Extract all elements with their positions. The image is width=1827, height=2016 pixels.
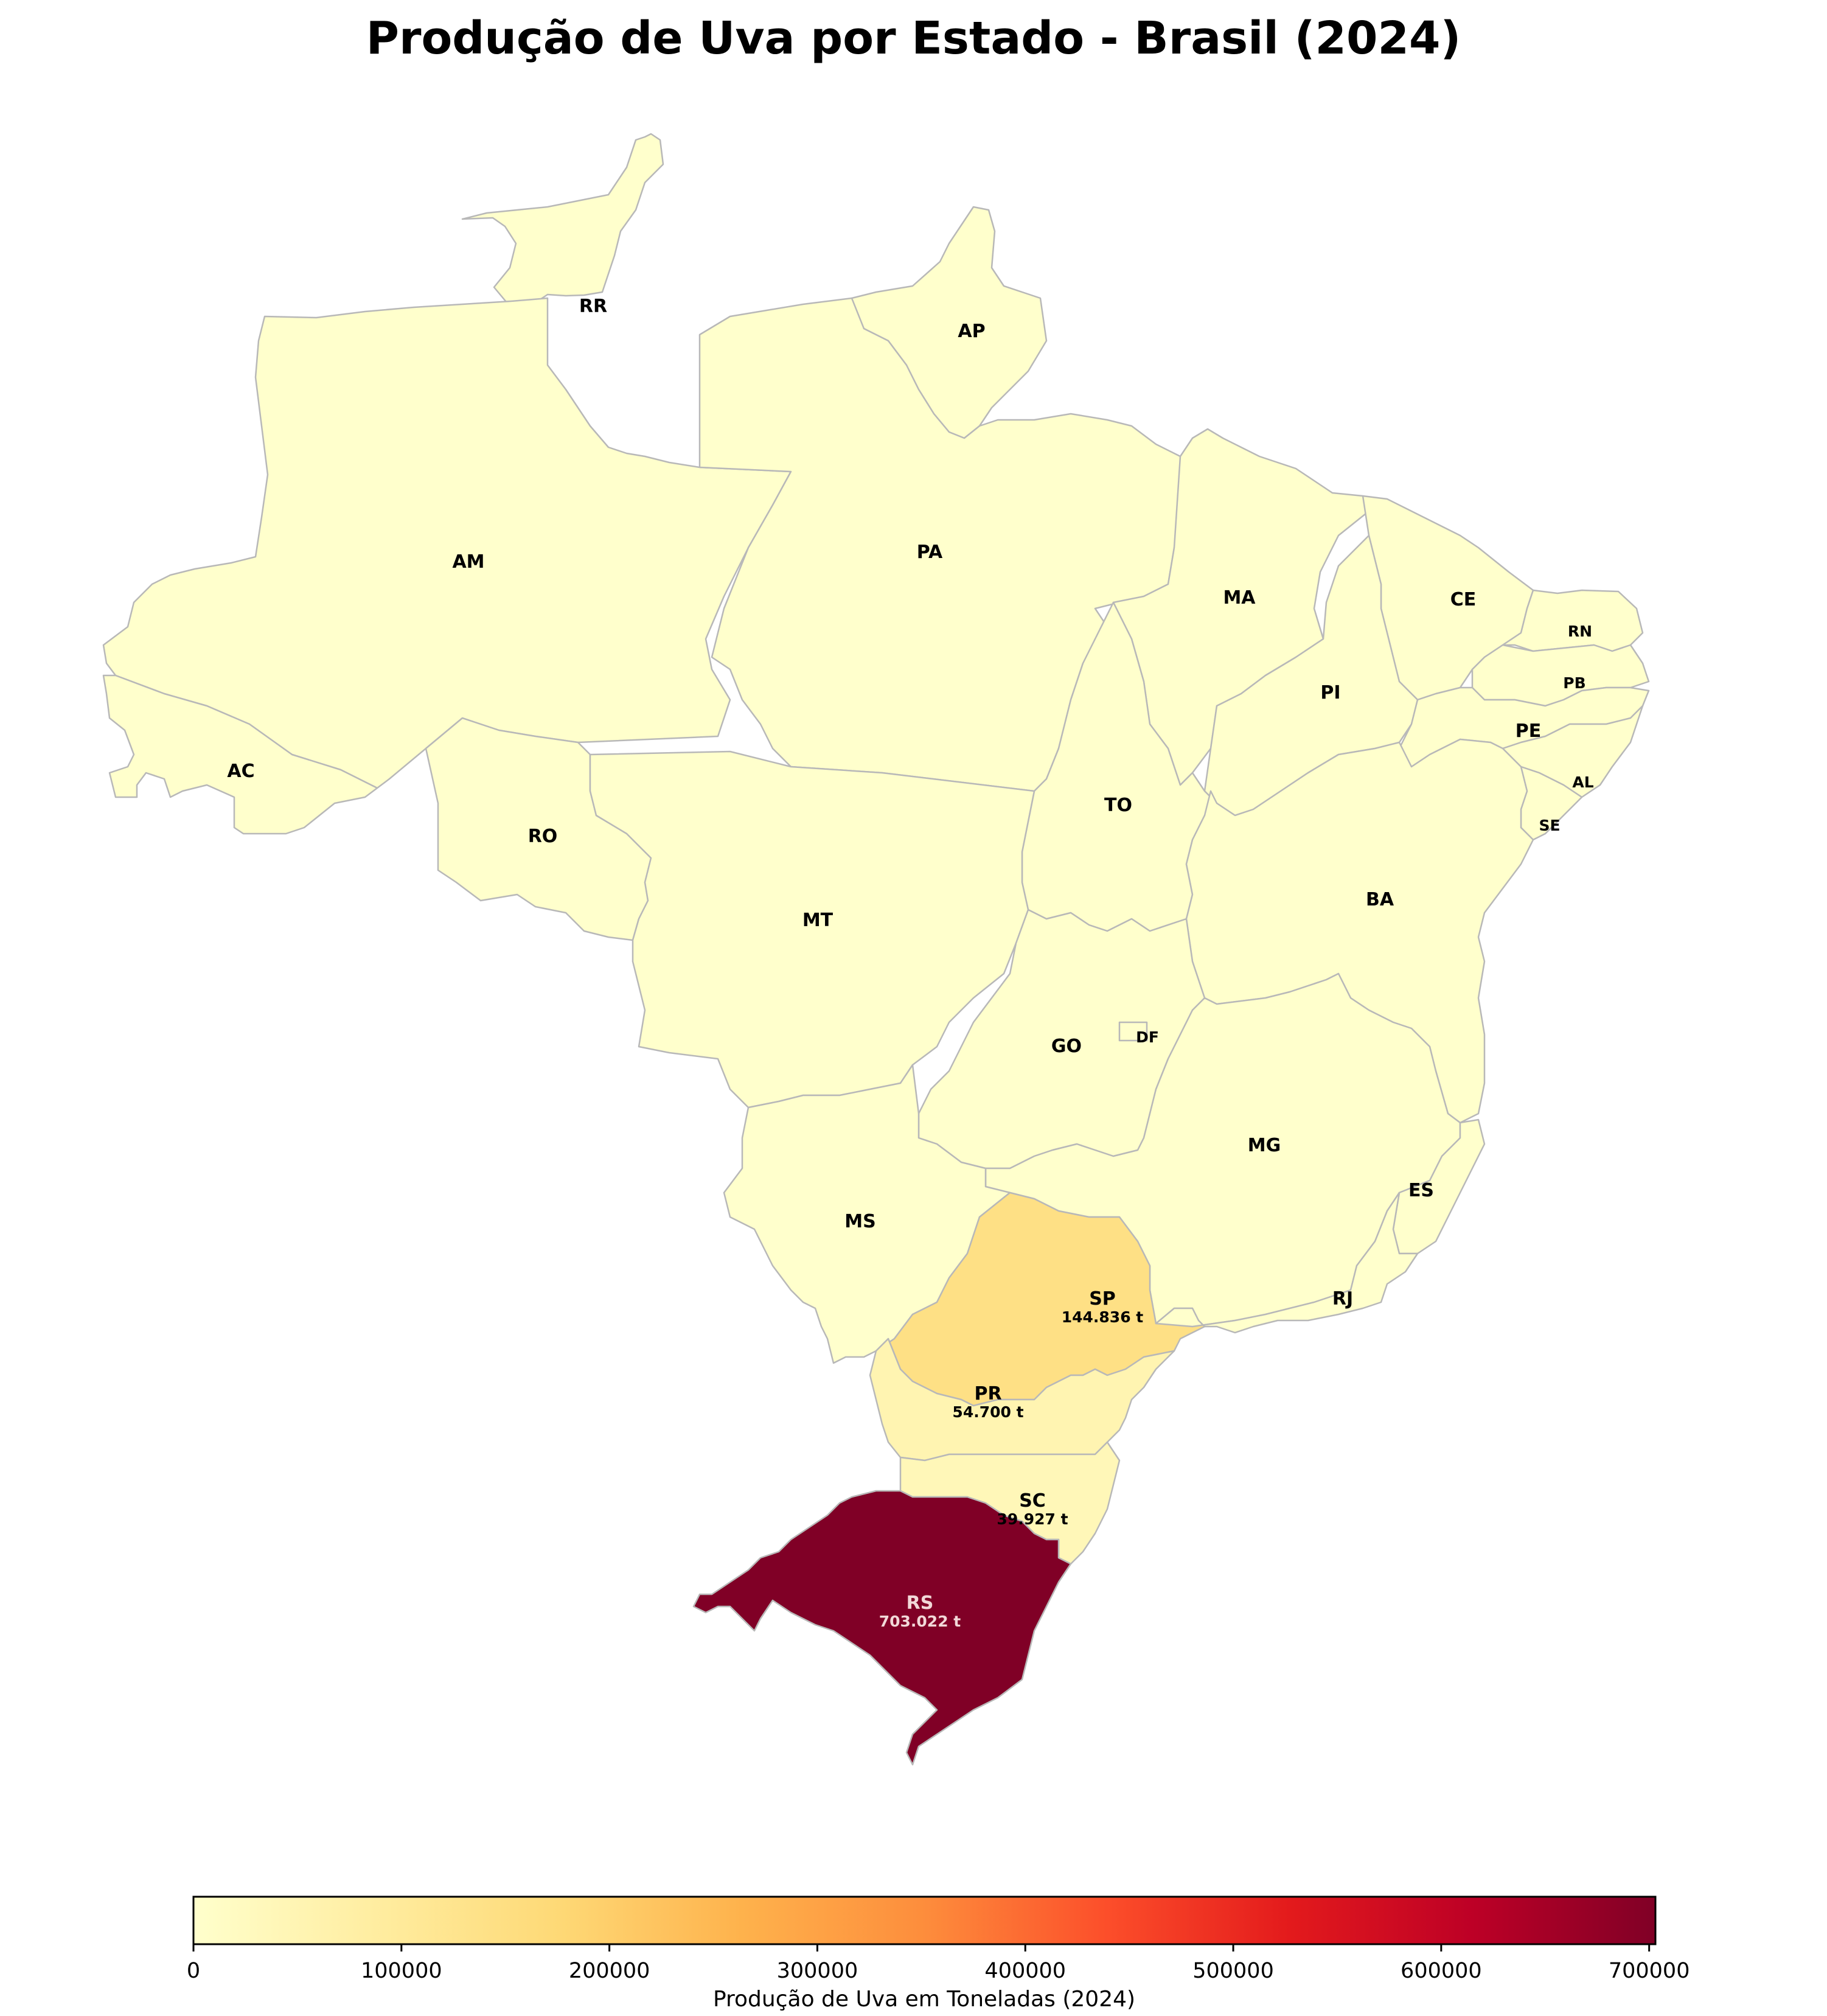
- colorbar-tick-label: 700000: [1609, 1959, 1690, 1983]
- colorbar-label: Produção de Uva em Toneladas (2024): [713, 1987, 1135, 2012]
- state-value-PR: 54.700 t: [952, 1403, 1023, 1421]
- state-label-MA: MA: [1223, 587, 1256, 609]
- map-title: Produção de Uva por Estado - Brasil (202…: [366, 12, 1461, 65]
- states-layer: [102, 133, 1650, 1766]
- state-label-DF: DF: [1136, 1028, 1159, 1046]
- labels-layer: RR AP AM PA MA CE RN PB PI PE AC AL SE RO TO BA MT GO DF MG…: [227, 296, 1593, 1630]
- state-label-TO: TO: [1104, 795, 1132, 816]
- colorbar-tick-label: 500000: [1192, 1959, 1274, 1983]
- colorbar-tick-label: 600000: [1401, 1959, 1482, 1983]
- state-label-ES: ES: [1408, 1180, 1434, 1201]
- state-label-RN: RN: [1568, 623, 1592, 640]
- state-label-SE: SE: [1539, 817, 1560, 834]
- state-label-PB: PB: [1563, 674, 1585, 692]
- colorbar-gradient: [192, 1896, 1657, 1945]
- state-label-AC: AC: [227, 761, 254, 782]
- state-label-CE: CE: [1450, 589, 1477, 610]
- state-value-RS: 703.022 t: [879, 1613, 961, 1630]
- colorbar-tick-label: 200000: [569, 1959, 650, 1983]
- state-RR: [461, 133, 664, 303]
- state-label-RO: RO: [528, 826, 558, 847]
- state-RJ: [1155, 1191, 1419, 1334]
- state-label-PR: PR: [974, 1383, 1001, 1404]
- state-label-SP: SP: [1089, 1288, 1116, 1310]
- state-label-AP: AP: [958, 321, 985, 342]
- state-label-MT: MT: [802, 910, 833, 931]
- state-label-MG: MG: [1248, 1135, 1281, 1156]
- state-label-RR: RR: [579, 296, 607, 317]
- state-label-RJ: RJ: [1332, 1288, 1353, 1310]
- state-label-PA: PA: [917, 542, 943, 563]
- state-RS: [692, 1490, 1072, 1766]
- state-value-SC: 39.927 t: [997, 1510, 1068, 1528]
- state-value-SP: 144.836 t: [1062, 1308, 1144, 1326]
- colorbar-tick-label: 0: [187, 1959, 200, 1983]
- state-label-AM: AM: [452, 551, 484, 573]
- colorbar: 0 100000 200000 300000 400000 500000 600000 700…: [187, 1896, 1690, 2012]
- state-label-MS: MS: [844, 1211, 875, 1232]
- colorbar-tick-label: 400000: [984, 1959, 1066, 1983]
- colorbar-ticks: 0 100000 200000 300000 400000 500000 600000 700…: [187, 1944, 1690, 1983]
- state-AC: [102, 674, 378, 835]
- colorbar-tick-label: 300000: [777, 1959, 858, 1983]
- colorbar-tick-label: 100000: [361, 1959, 442, 1983]
- state-label-SC: SC: [1019, 1490, 1046, 1512]
- state-label-AL: AL: [1572, 773, 1593, 791]
- state-label-PE: PE: [1516, 720, 1541, 742]
- state-label-BA: BA: [1366, 889, 1394, 910]
- state-DF: [1118, 1021, 1148, 1042]
- state-label-RS: RS: [907, 1592, 934, 1614]
- state-label-GO: GO: [1051, 1036, 1082, 1057]
- state-label-PI: PI: [1320, 682, 1340, 703]
